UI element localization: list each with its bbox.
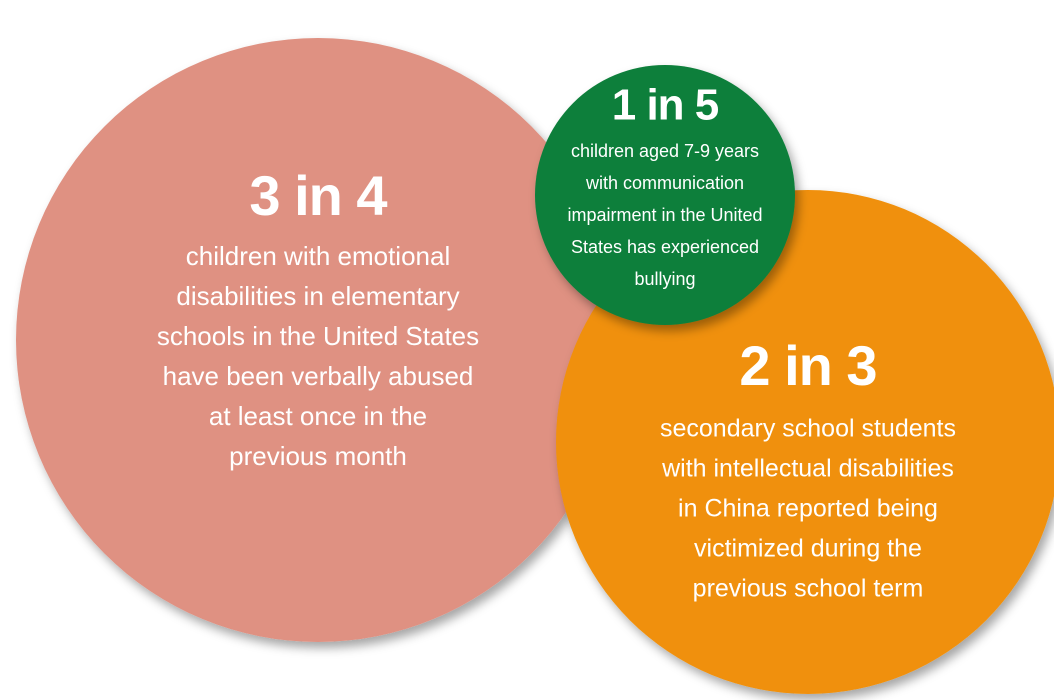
bubble-text: at least once in the	[209, 401, 427, 431]
bubble	[16, 38, 620, 642]
bubble-text: previous month	[229, 441, 407, 471]
bubble-text: bullying	[634, 269, 695, 289]
bubble-headline: 1 in 5	[612, 81, 719, 130]
bubble-text: schools in the United States	[157, 321, 479, 351]
bubble-text: States has experienced	[571, 237, 759, 257]
bubble-text: secondary school students	[660, 415, 956, 443]
bubble	[535, 65, 795, 325]
bubble-text: previous school term	[693, 575, 924, 603]
bubble-text: victimized during the	[694, 535, 922, 563]
bubble-text: children aged 7-9 years	[571, 141, 759, 161]
bubble-text: disabilities in elementary	[176, 281, 459, 311]
bubble-text: in China reported being	[678, 495, 938, 523]
bubble-text: children with emotional	[186, 241, 450, 271]
bubble-text: with intellectual disabilities	[661, 455, 954, 483]
bubble-text: have been verbally abused	[163, 361, 474, 391]
bubble-headline: 3 in 4	[249, 164, 387, 227]
bubble-text: with communication	[585, 173, 744, 193]
bubble-text: impairment in the United	[567, 205, 762, 225]
bubble-headline: 2 in 3	[739, 334, 876, 397]
